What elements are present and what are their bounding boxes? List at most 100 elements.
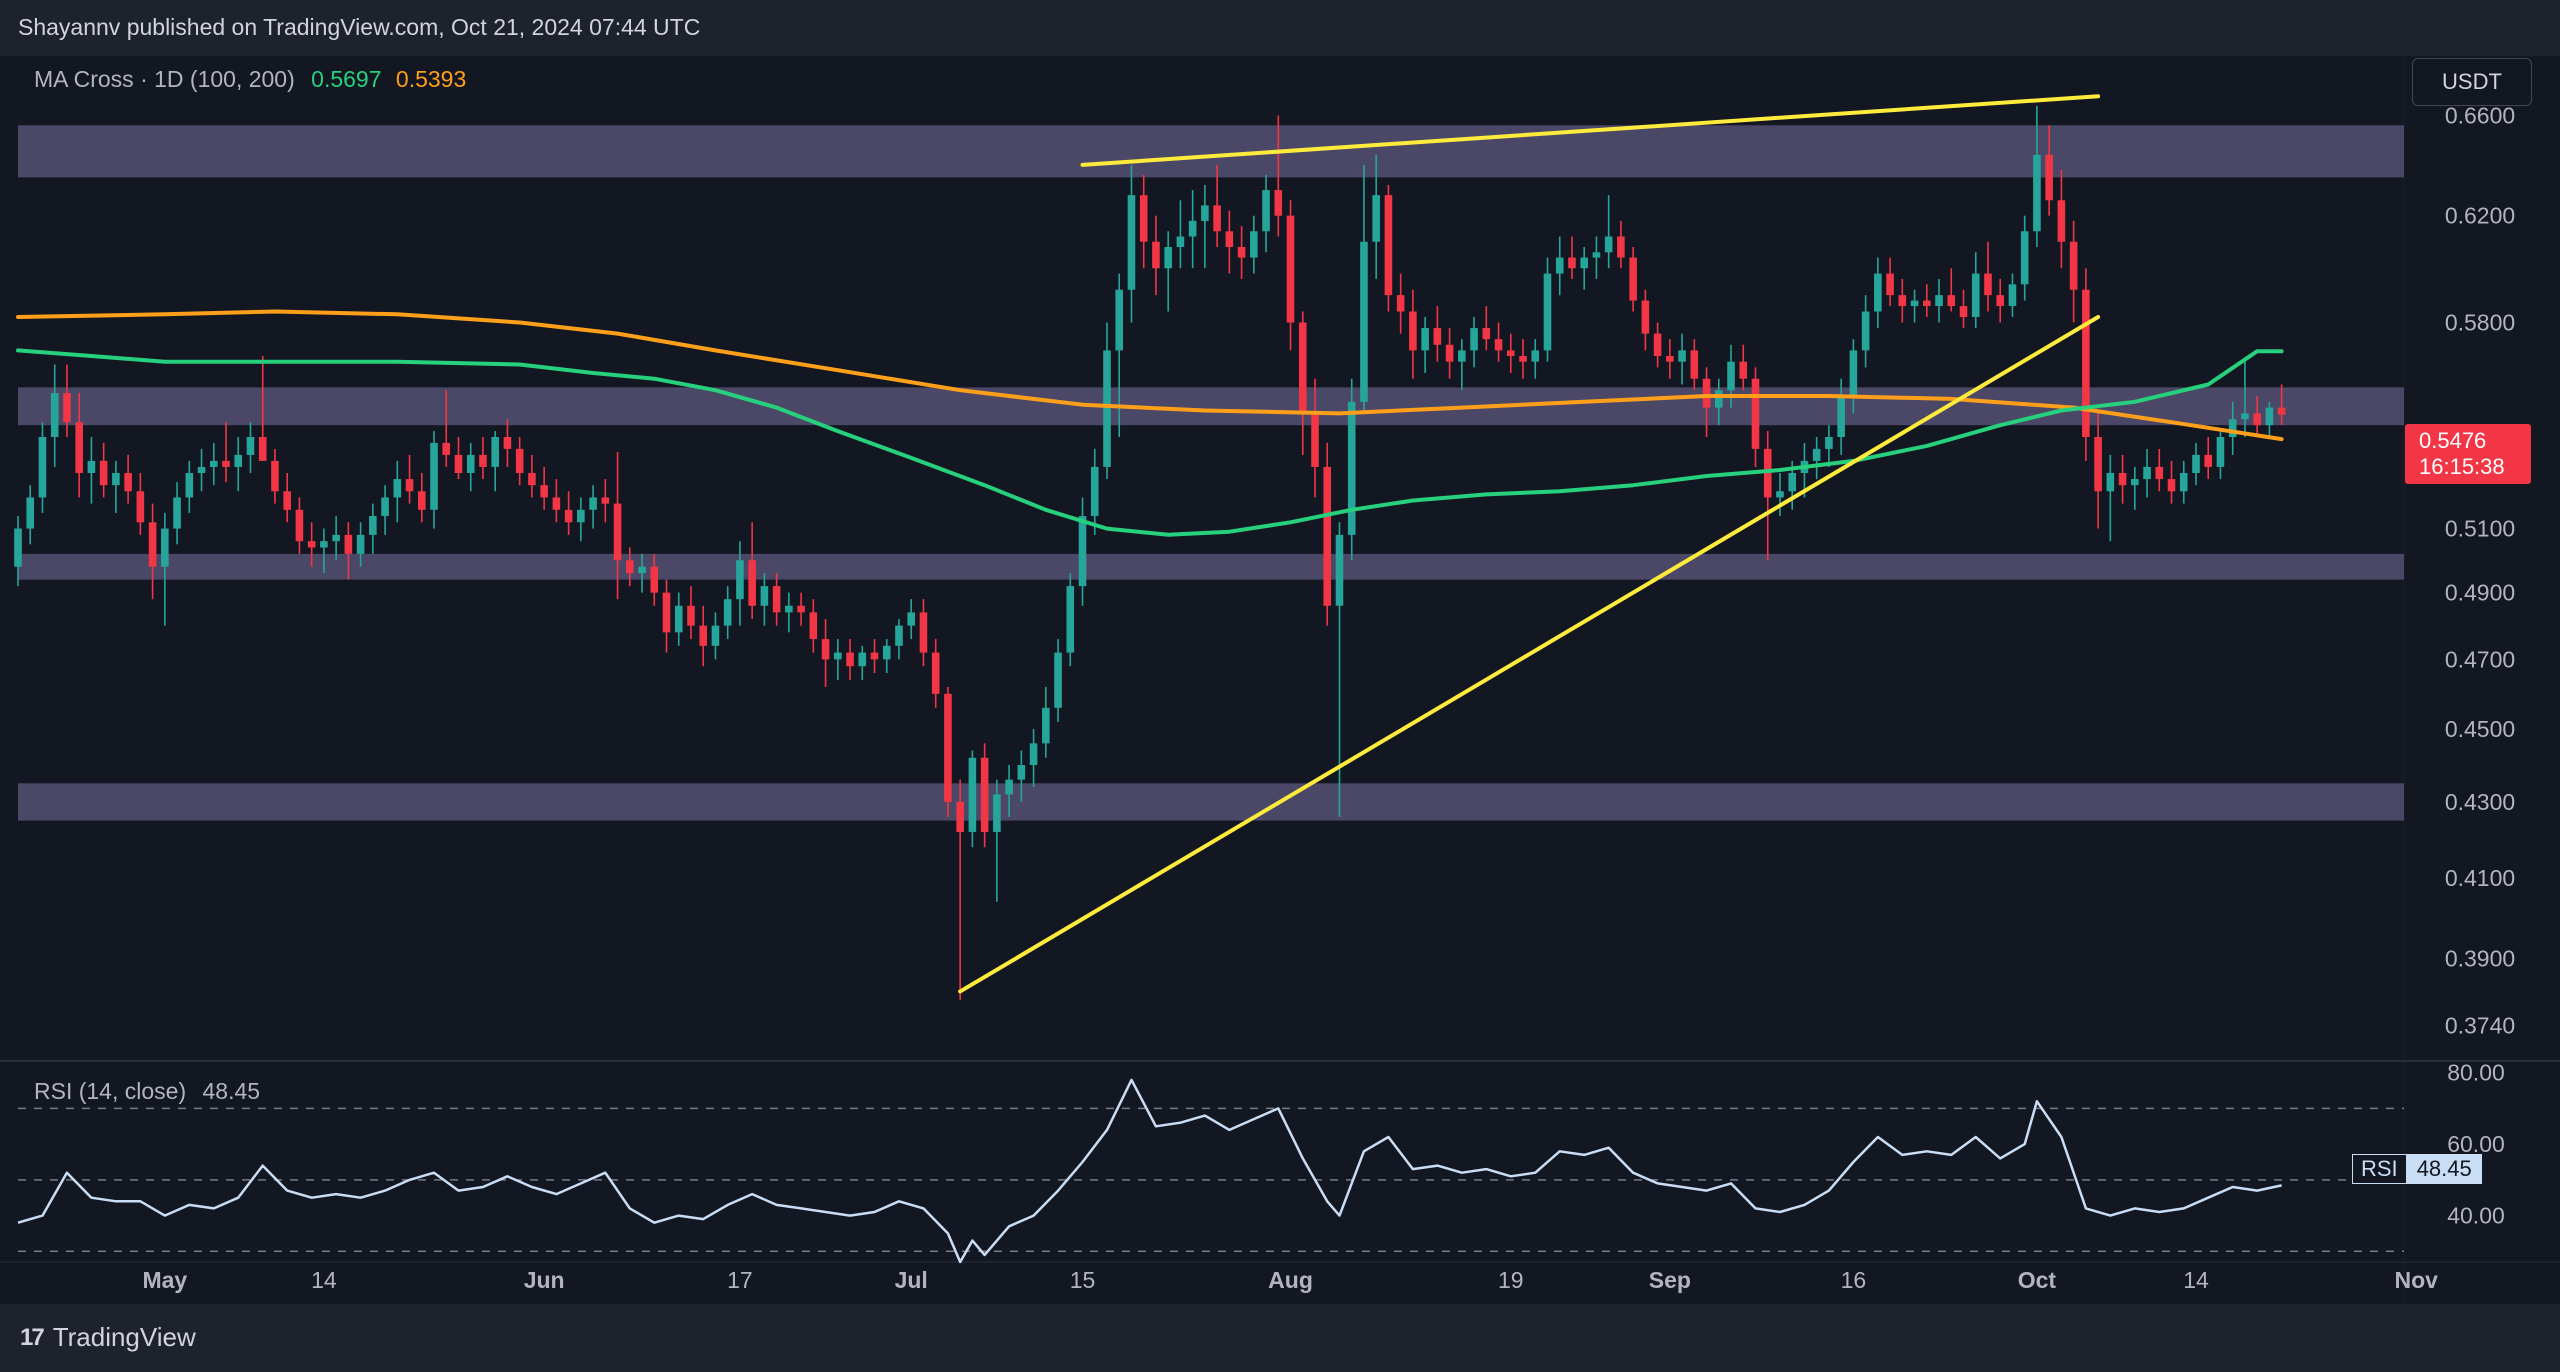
candle-body	[711, 625, 720, 646]
candle-body	[1421, 328, 1429, 351]
candle-body	[1923, 300, 1931, 307]
candle-body	[1629, 257, 1637, 301]
candle-body	[442, 442, 451, 455]
candle-body	[466, 454, 475, 473]
candle-body	[1874, 273, 1882, 312]
price-tick-label: 0.5800	[2445, 310, 2515, 336]
trendline	[1080, 94, 2101, 167]
candle-body	[112, 472, 120, 486]
candle-body	[2253, 413, 2261, 426]
candle-body	[1971, 273, 1980, 318]
candle-body	[907, 612, 916, 626]
candle-body	[968, 757, 977, 832]
candle-body	[515, 448, 524, 473]
candle-body	[344, 534, 353, 554]
candle-body	[2228, 419, 2237, 437]
candle-body	[1788, 472, 1796, 492]
candle-body	[393, 479, 402, 498]
candle-body	[993, 794, 1001, 832]
tradingview-brand[interactable]: 17 TradingView	[20, 1322, 196, 1353]
candle-body	[1861, 311, 1870, 351]
candle-body	[2155, 466, 2164, 480]
candle-body	[834, 652, 842, 660]
candle-body	[1458, 350, 1466, 362]
candle-body	[2192, 454, 2200, 473]
candle-body	[1653, 333, 1662, 357]
candle-body	[723, 599, 732, 626]
trendline	[958, 315, 2101, 994]
rsi-tick-label: 80.00	[2447, 1060, 2505, 1086]
candle-body	[491, 436, 499, 467]
candle-body	[1066, 586, 1075, 653]
candle-body	[75, 422, 83, 473]
candle-body	[821, 639, 830, 660]
candle-body	[564, 509, 573, 523]
candle-body	[2143, 466, 2151, 480]
time-tick-label: Jul	[895, 1267, 928, 1293]
candle-body	[1335, 534, 1344, 606]
price-tick-label: 0.4900	[2445, 580, 2515, 606]
candle-body	[2277, 407, 2286, 415]
price-chart[interactable]: 0.6600 0.6200 0.5800 0.5100 0.4900 0.4700 0.45…	[0, 56, 2560, 1304]
candle-body	[1274, 190, 1283, 216]
candle-body	[650, 566, 659, 593]
ma200-value: 0.5393	[395, 66, 467, 92]
time-tick-label: 14	[311, 1267, 337, 1293]
candle-body	[1580, 257, 1588, 269]
candle-body	[209, 460, 218, 467]
candle-body	[1152, 241, 1160, 269]
candle-body	[736, 560, 744, 600]
candle-body	[1714, 390, 1723, 408]
candle-body	[1176, 236, 1185, 248]
candle-body	[2241, 413, 2249, 420]
candle-body	[417, 491, 426, 510]
candle-body	[601, 497, 610, 504]
candle-body	[1090, 466, 1099, 517]
candle-body	[2106, 472, 2115, 492]
candle-body	[234, 454, 243, 467]
candle-body	[1225, 231, 1234, 248]
candle-body	[1543, 273, 1552, 351]
candle-body	[1678, 350, 1686, 362]
candle-body	[1054, 652, 1062, 708]
time-tick-label: May	[142, 1267, 187, 1293]
candle-body	[1947, 295, 1956, 307]
candle-body	[2179, 472, 2188, 492]
candle-body	[552, 497, 561, 510]
currency-button[interactable]: USDT	[2412, 58, 2532, 106]
ma100-line	[16, 348, 2284, 537]
price-tick-label: 0.3900	[2445, 945, 2515, 971]
candle-body	[479, 454, 487, 467]
candle-body	[14, 528, 22, 567]
candle-body	[1396, 295, 1405, 312]
time-tick-label: 16	[1841, 1267, 1867, 1293]
candle-body	[1347, 401, 1356, 535]
brand-name: TradingView	[52, 1322, 196, 1352]
time-tick-label: 17	[727, 1267, 753, 1293]
candle-body	[161, 528, 169, 567]
candle-body	[185, 472, 194, 498]
candle-body	[662, 592, 671, 633]
candle-body	[271, 460, 279, 492]
candle-body	[1482, 328, 1491, 340]
candle-body	[26, 497, 35, 529]
candle-body	[1384, 195, 1393, 296]
footer-bar: 17 TradingView	[0, 1304, 2560, 1372]
candle-body	[674, 605, 683, 633]
candle-body	[1604, 236, 1613, 253]
price-tick-label: 0.6200	[2445, 203, 2515, 229]
candle-body	[1262, 190, 1270, 232]
candle-body	[1996, 295, 2005, 307]
candle-body	[1409, 311, 1417, 351]
candle-body	[1298, 322, 1307, 414]
candle-body	[1029, 743, 1038, 766]
rsi-tag-value: 48.45	[2406, 1154, 2482, 1184]
candle-body	[369, 516, 377, 535]
candle-body	[638, 566, 646, 574]
candle-body	[1360, 241, 1368, 402]
candle-body	[63, 393, 71, 423]
candle-body	[1042, 707, 1050, 744]
candle-body	[1555, 257, 1564, 274]
candle-body	[1935, 295, 1943, 307]
candle-body	[2265, 407, 2274, 426]
